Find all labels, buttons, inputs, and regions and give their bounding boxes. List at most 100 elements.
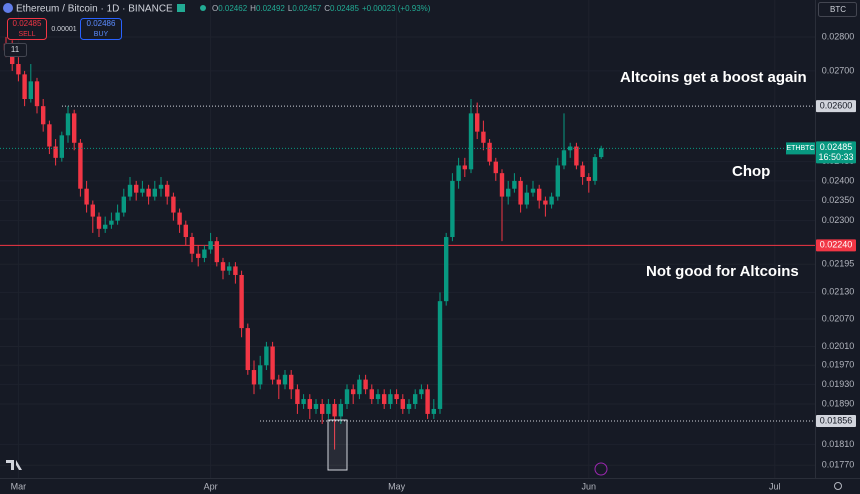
candle-body — [301, 399, 306, 404]
x-tick-label: Jun — [582, 481, 597, 491]
candle-body — [196, 253, 201, 258]
level-label-box — [816, 239, 856, 252]
candle-body — [599, 148, 604, 158]
annotation: Not good for Altcoins — [646, 263, 799, 280]
candle-body — [165, 184, 170, 197]
buy-price[interactable]: 0.02486 — [87, 19, 116, 28]
candle-body — [506, 188, 511, 197]
h-label: H — [250, 4, 256, 13]
candle-body — [375, 394, 381, 400]
candle-body — [59, 135, 64, 158]
spread: 0.00001 — [51, 26, 76, 33]
y-tick-label: 0.01970 — [822, 360, 855, 370]
y-tick-label: 0.01770 — [822, 460, 855, 470]
candle-body — [574, 146, 579, 166]
candle-body — [549, 196, 554, 205]
o-value: 0.02462 — [218, 4, 247, 13]
y-tick-label: 0.01930 — [822, 379, 855, 389]
buy-button[interactable] — [80, 18, 122, 40]
candle-body — [146, 188, 151, 197]
candle-body — [34, 81, 40, 107]
y-tick-label: 0.02800 — [822, 31, 855, 41]
y-tick-label: 0.02350 — [822, 195, 855, 205]
candle-body — [47, 124, 52, 147]
candle-body — [499, 173, 505, 197]
candle-body — [456, 165, 461, 181]
symbol-tag — [786, 142, 815, 155]
buy-label[interactable]: BUY — [94, 31, 109, 38]
event-icon[interactable] — [594, 462, 608, 476]
candle-body — [183, 224, 188, 238]
candle-body — [530, 188, 536, 193]
candle-body — [10, 50, 15, 65]
status-dot — [200, 5, 206, 11]
candle-body — [369, 389, 374, 400]
y-tick-label: 0.02070 — [822, 313, 855, 323]
l-value: 0.02457 — [292, 4, 321, 13]
candle-body — [555, 165, 560, 197]
x-tick-label: Mar — [11, 481, 27, 491]
settings-icon[interactable] — [834, 482, 842, 490]
candle-body — [475, 113, 480, 132]
candle-body — [134, 184, 139, 193]
candle-body — [450, 180, 455, 238]
candle-body — [351, 389, 356, 395]
candle-body — [431, 408, 436, 414]
candle-body — [65, 113, 71, 136]
candle-body — [16, 64, 21, 75]
candle-body — [276, 379, 281, 385]
tradingview-logo — [6, 460, 22, 470]
ohlc-o: O0.02462 H0.02492 L0.02457 C0.02485 +0.00023… — [212, 4, 431, 13]
candle-body — [419, 389, 424, 395]
candle-body — [537, 188, 542, 201]
x-tick-label: Jul — [769, 481, 781, 491]
y-tick-label: 0.01810 — [822, 439, 855, 449]
candle-body — [344, 389, 350, 404]
candle-body — [307, 399, 312, 409]
candle-body — [425, 389, 430, 414]
overlay: Ethereum / Bitcoin · 1D · BINANCE O0.024… — [3, 2, 857, 490]
currency-label[interactable]: BTC — [830, 5, 846, 14]
candle-body — [251, 370, 257, 385]
candle-body — [115, 212, 120, 221]
candle-body — [22, 74, 27, 99]
symbol-title: Ethereum / Bitcoin · 1D · BINANCE — [16, 4, 173, 15]
indicator-count[interactable]: 11 — [11, 45, 20, 54]
candle-body — [171, 196, 176, 213]
candle-body — [313, 403, 319, 409]
candle-body — [338, 403, 343, 417]
candle-body — [493, 161, 498, 174]
candle-body — [357, 379, 362, 395]
candle-body — [512, 180, 517, 189]
sell-button[interactable] — [7, 18, 47, 40]
candle-body — [487, 142, 492, 162]
currency-button[interactable] — [818, 2, 857, 17]
candle-body — [394, 394, 399, 400]
candle-body — [413, 394, 418, 404]
candle-body — [580, 165, 585, 178]
candle-body — [127, 184, 133, 197]
candle-body — [245, 328, 250, 371]
plot-area — [0, 36, 815, 450]
candle-body — [406, 403, 412, 409]
sell-label[interactable]: SELL — [18, 31, 35, 38]
x-tick-label: Apr — [204, 481, 218, 491]
sell-price[interactable]: 0.02485 — [13, 19, 42, 28]
candle-body — [444, 237, 449, 302]
x-tick-label: May — [388, 481, 406, 491]
candle-body — [462, 165, 467, 170]
candle-body — [109, 220, 114, 225]
countdown: 16:50:33 — [818, 152, 853, 162]
candle-body — [518, 180, 523, 205]
candle-body — [208, 241, 213, 250]
candle-body — [270, 346, 275, 380]
level-label: 0.01856 — [820, 415, 853, 425]
indicator-toggle[interactable] — [4, 43, 27, 57]
candle-body — [140, 188, 145, 193]
candle-body — [524, 192, 529, 205]
candle-body — [84, 188, 89, 205]
highlight-box — [327, 419, 348, 471]
candle-body — [90, 204, 95, 217]
